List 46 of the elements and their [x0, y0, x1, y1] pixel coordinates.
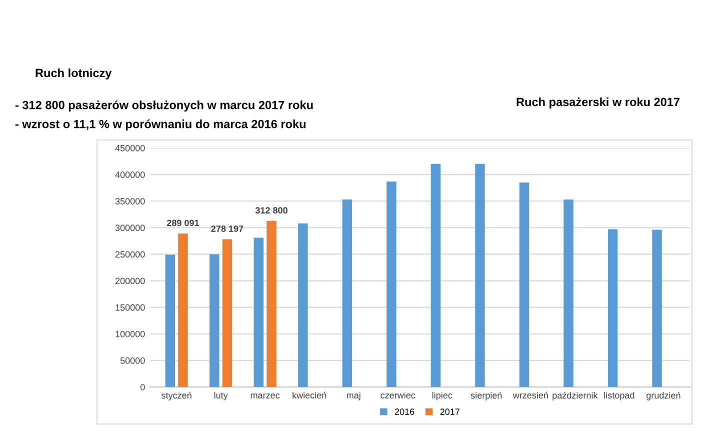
bar	[475, 164, 485, 387]
data-label: 312 800	[255, 207, 288, 214]
data-label: 289 091	[166, 220, 200, 226]
x-tick-label: październik	[552, 392, 598, 400]
y-tick-label: 100000	[116, 330, 145, 338]
legend-label: 2016	[394, 408, 414, 415]
bar	[430, 164, 441, 387]
x-tick-label: czerwiec	[380, 392, 416, 398]
bar	[519, 182, 530, 387]
y-tick-label: 250000	[115, 251, 145, 258]
x-tick-label: wrzesień	[512, 392, 548, 398]
bar	[178, 233, 188, 387]
bar	[652, 230, 662, 387]
bar	[254, 238, 264, 387]
text: Ruch lotniczy	[36, 68, 112, 80]
bar	[342, 200, 352, 387]
bar	[222, 239, 232, 387]
y-tick-label: 150000	[116, 304, 145, 311]
x-tick-label: sierpień	[470, 392, 502, 400]
y-tick-label: 200000	[115, 278, 145, 284]
x-tick-label: listopad	[604, 392, 634, 400]
text: - 312 800 pasażerów obsłużonych w marcu 2017 roku	[15, 100, 313, 112]
x-tick-label: kwiecień	[292, 392, 326, 398]
y-tick-label: 350000	[115, 198, 145, 204]
bar	[165, 254, 176, 387]
legend-label: 2017	[440, 408, 460, 415]
bar	[298, 223, 308, 387]
x-tick-label: grudzień	[646, 392, 680, 400]
y-tick-label: 50000	[120, 357, 145, 364]
y-tick-label: 400000	[115, 172, 145, 178]
bar	[210, 254, 220, 387]
text: - wzrost o 11,1 % w porównaniu do marca 2016 roku	[15, 119, 306, 131]
x-tick-label: maj	[346, 392, 360, 400]
bar	[386, 181, 396, 387]
x-tick-label: styczeń	[162, 392, 192, 400]
bar	[564, 200, 574, 387]
chart-title: Ruch pasażerski w roku 2017	[516, 98, 680, 108]
data-label: 278 197	[211, 226, 244, 232]
y-tick-label: 450000	[115, 144, 145, 152]
bar	[608, 229, 618, 387]
y-tick-label: 0	[140, 384, 145, 390]
x-tick-label: marzec	[250, 394, 280, 398]
x-tick-label: luty	[214, 392, 228, 400]
y-tick-label: 300000	[115, 224, 145, 232]
x-tick-label: lipiec	[432, 392, 452, 400]
bar	[266, 220, 276, 387]
